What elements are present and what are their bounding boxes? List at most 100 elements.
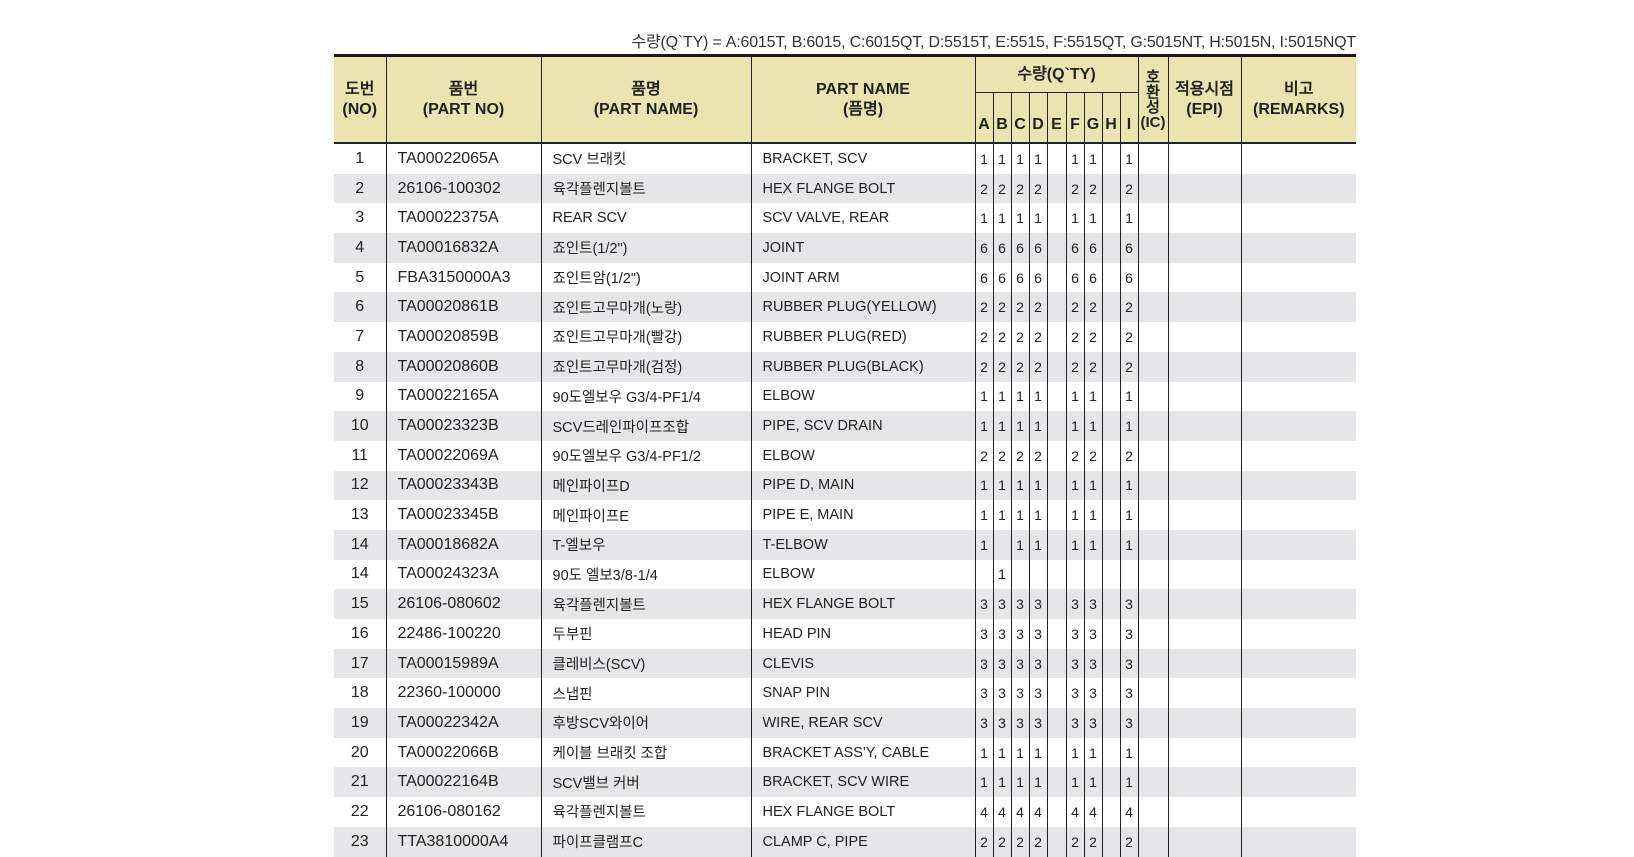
row-no: 14 <box>334 529 386 560</box>
table-row: 16 22486-100220 두부핀 HEAD PIN 3 3 3 3 3 3 3 <box>334 619 1357 649</box>
row-qty-g: 2 <box>1083 440 1102 471</box>
row-remarks <box>1240 203 1357 234</box>
row-no: 7 <box>355 327 365 345</box>
row-no: 18 <box>350 684 369 702</box>
row-qty-g: 1 <box>1083 500 1102 530</box>
header-qty-f: F <box>1065 92 1085 143</box>
row-qty-g: 1 <box>1083 411 1102 441</box>
table-row: 1 TA00022065A SCV 브래킷 BRACKET, SCV 1 1 1 1 1 1 1 <box>334 143 1357 174</box>
row-qty-h <box>1101 292 1120 323</box>
row-no: 6 <box>334 292 386 323</box>
row-qty-c: 1 <box>1010 411 1029 441</box>
row-qty-c: 2 <box>1010 826 1029 857</box>
row-ic <box>1137 737 1169 768</box>
row-remarks <box>1240 708 1357 738</box>
header-ic: 호 환 성 (IC) <box>1137 55 1169 143</box>
row-part-name-kr: 클레비스(SCV) <box>540 648 751 679</box>
row-qty-d: 1 <box>1028 767 1047 798</box>
row-qty-b: 2 <box>992 292 1011 323</box>
row-qty-g: 3 <box>1083 648 1102 679</box>
row-remarks <box>1240 440 1357 471</box>
row-qty-g: 2 <box>1083 826 1102 857</box>
row-epi <box>1167 470 1242 501</box>
table-header: 도번 (NO) 품번 (PART NO) 품명 (PART NAME) PART NA… <box>334 55 1357 143</box>
row-part-name-en: PIPE, SCV DRAIN <box>750 411 975 441</box>
row-qty-e <box>1046 500 1066 530</box>
row-qty-d: 1 <box>1028 203 1047 234</box>
table-row: 18 22360-100000 스냅핀 SNAP PIN 3 3 3 3 3 3 3 <box>334 678 1357 709</box>
qty-legend: 수량(Q`TY) = A:6015T, B:6015, C:6015QT, D:… <box>631 34 1356 51</box>
row-no: 4 <box>334 233 386 263</box>
row-part-name-kr: 두부핀 <box>540 619 751 649</box>
row-part-name-en: RUBBER PLUG(YELLOW) <box>750 292 975 323</box>
row-part-name-en: BRACKET ASS'Y, CABLE <box>750 737 975 768</box>
row-qty-h <box>1101 143 1120 174</box>
row-qty-c: 2 <box>1010 292 1029 323</box>
row-qty-c: 3 <box>1010 678 1029 709</box>
row-qty-c: 2 <box>1010 322 1029 352</box>
header-qty-i: I <box>1119 92 1139 143</box>
row-ic <box>1137 529 1169 560</box>
row-qty-b: 2 <box>992 440 1011 471</box>
row-qty-c: 2 <box>1010 440 1029 471</box>
row-no: 14 <box>350 565 369 583</box>
row-qty-b: 1 <box>992 767 1011 798</box>
row-qty-d: 6 <box>1028 262 1047 293</box>
row-part-name-kr: 메인파이프E <box>540 500 751 530</box>
table-row: 7 TA00020859B 죠인트고무마개(빨강) RUBBER PLUG(RED) 2… <box>334 322 1357 352</box>
row-ic <box>1137 619 1169 649</box>
row-qty-g: 1 <box>1083 143 1102 174</box>
header-qty-d: D <box>1028 92 1048 143</box>
row-qty-c: 3 <box>1010 648 1029 679</box>
row-remarks <box>1240 381 1357 412</box>
row-qty-b: 3 <box>992 648 1011 679</box>
row-qty-d: 3 <box>1028 589 1047 619</box>
row-qty-h <box>1101 619 1120 649</box>
row-qty-h <box>1101 351 1120 382</box>
row-ic <box>1137 322 1169 352</box>
row-qty-a: 3 <box>974 589 993 619</box>
row-qty-h <box>1101 589 1120 619</box>
header-part-name-kr: 품명 (PART NAME) <box>540 55 752 143</box>
row-part-name-kr: SCV 브래킷 <box>540 143 751 174</box>
row-epi <box>1167 826 1242 857</box>
row-qty-i: 1 <box>1119 381 1139 412</box>
row-no: 9 <box>355 387 365 405</box>
table-row: 5 FBA3150000A3 죠인트암(1/2") JOINT ARM 6 6 6 6 6 6 6 <box>334 262 1357 293</box>
row-qty-c: 1 <box>1010 470 1029 501</box>
row-part-no: TA00022164B <box>385 767 541 798</box>
row-qty-b: 1 <box>992 500 1011 530</box>
row-qty-d: 1 <box>1028 737 1047 768</box>
row-part-name-en: ELBOW <box>750 381 975 412</box>
row-qty-h <box>1101 708 1120 738</box>
row-epi <box>1167 619 1242 649</box>
table-row: 10 TA00023323B SCV드레인파이프조합 PIPE, SCV DRAIN 1… <box>334 411 1357 441</box>
row-part-name-kr: SCV드레인파이프조합 <box>540 411 751 441</box>
row-qty-e <box>1046 173 1066 204</box>
row-remarks <box>1240 233 1357 263</box>
row-part-name-en: PIPE E, MAIN <box>750 500 975 530</box>
row-part-no: TA00023323B <box>385 411 541 441</box>
row-qty-a: 1 <box>974 767 993 798</box>
row-qty-i: 6 <box>1119 233 1139 263</box>
row-remarks <box>1240 143 1357 174</box>
table-row: 9 TA00022165A 90도엘보우 G3/4-PF1/4 ELBOW 1 1 1 1 1 1… <box>334 381 1357 412</box>
row-qty-d: 3 <box>1028 619 1047 649</box>
row-part-name-en: CLEVIS <box>750 648 975 679</box>
row-part-name-en: WIRE, REAR SCV <box>750 708 975 738</box>
row-qty-d: 2 <box>1028 173 1047 204</box>
row-part-no: 26106-080602 <box>385 589 541 619</box>
row-qty-b: 1 <box>992 559 1011 590</box>
row-part-name-en: ELBOW <box>750 440 975 471</box>
row-qty-f: 1 <box>1065 143 1084 174</box>
header-qty-e: E <box>1046 92 1067 143</box>
row-qty-f: 1 <box>1065 411 1084 441</box>
row-qty-i: 2 <box>1119 440 1139 471</box>
row-remarks <box>1240 559 1357 590</box>
row-part-no: TA00022375A <box>385 203 541 234</box>
row-qty-b: 3 <box>992 678 1011 709</box>
row-qty-a: 3 <box>974 648 993 679</box>
row-qty-f: 2 <box>1065 292 1084 323</box>
row-qty-h <box>1101 203 1120 234</box>
row-qty-d: 3 <box>1028 678 1047 709</box>
